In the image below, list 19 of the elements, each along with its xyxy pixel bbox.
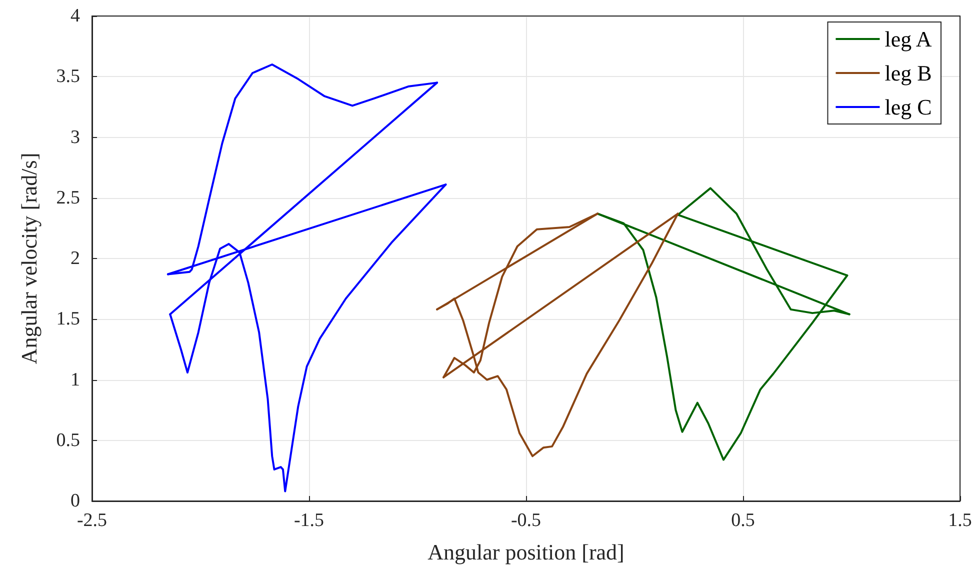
x-tick-label: 0.5 bbox=[731, 510, 755, 531]
legend-label: leg C bbox=[884, 94, 932, 120]
legend-label: leg A bbox=[884, 26, 932, 52]
y-tick-label: 1 bbox=[70, 369, 80, 390]
y-tick-label: 3.5 bbox=[56, 66, 80, 88]
legend-label: leg B bbox=[884, 60, 932, 86]
y-tick-label: 0.5 bbox=[56, 430, 80, 451]
x-axis-title: Angular position [rad] bbox=[428, 540, 624, 564]
y-tick-label: 2 bbox=[70, 248, 80, 269]
y-tick-label: 1.5 bbox=[56, 308, 80, 330]
y-tick-label: 0 bbox=[70, 490, 80, 512]
x-tick-label: -2.5 bbox=[76, 510, 108, 531]
x-tick-label: -1.5 bbox=[294, 510, 324, 531]
y-axis-title: Angular velocity [rad/s] bbox=[16, 152, 42, 364]
y-tick-label: 3 bbox=[70, 126, 80, 148]
x-tick-label: -0.5 bbox=[510, 510, 542, 531]
y-tick-label: 4 bbox=[70, 6, 80, 26]
x-tick-label: 1.5 bbox=[948, 510, 972, 531]
y-tick-label: 2.5 bbox=[56, 187, 80, 208]
